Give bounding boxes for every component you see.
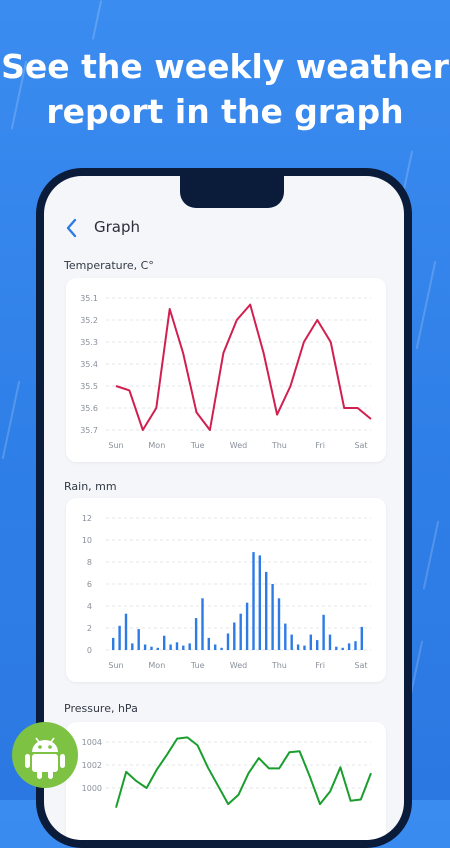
rain-bar [194, 618, 198, 650]
rain-bar [265, 571, 268, 650]
rain-bar [290, 634, 293, 650]
rain-chart: 12 10 8 6 4 2 0 Sun Mon Tue Wed Thu Fri Sat [82, 514, 371, 670]
rain-x-tick-label: Thu [271, 661, 287, 670]
temperature-y-tick-label: 35.4 [80, 360, 98, 369]
rain-bar [169, 644, 172, 650]
rain-y-tick-label: 6 [87, 580, 92, 589]
rain-bar [137, 629, 140, 650]
temperature-y-tick-label: 35.1 [80, 294, 98, 303]
rain-bar [156, 647, 159, 650]
rain-bar [341, 647, 344, 650]
rain-bar [214, 644, 217, 650]
rain-bar [328, 634, 332, 650]
rain-chart-label: Rain, mm [64, 480, 117, 493]
rain-bar [316, 640, 319, 650]
temperature-x-tick-label: Thu [271, 441, 287, 450]
rain-streak [422, 520, 440, 590]
rain-bar [150, 646, 153, 650]
temperature-y-tick-label: 35.2 [80, 316, 98, 325]
pressure-chart-label: Pressure, hPa [64, 702, 138, 715]
rain-bar [201, 598, 204, 650]
rain-bar [360, 626, 363, 650]
rain-bar [303, 645, 306, 650]
screen-title: Graph [94, 218, 141, 236]
pressure-y-tick-label: 1004 [82, 738, 102, 747]
rain-bar [124, 613, 128, 650]
rain-bar [118, 625, 121, 650]
android-badge [12, 722, 78, 788]
rain-y-tick-label: 4 [87, 602, 92, 611]
pressure-y-tick-label: 1002 [82, 761, 102, 770]
temperature-x-tick-label: Mon [148, 441, 165, 450]
rain-bar [163, 635, 166, 650]
temperature-x-tick-label: Tue [190, 441, 205, 450]
rain-chart-card: 12 10 8 6 4 2 0 Sun Mon Tue Wed Thu Fri Sat [66, 498, 386, 682]
rain-bar [271, 584, 274, 650]
pressure-series-line [115, 736, 372, 808]
temperature-x-tick-label: Sat [354, 441, 367, 450]
rain-bar [182, 645, 185, 650]
back-button[interactable] [62, 216, 82, 240]
phone-notch [180, 176, 284, 208]
rain-bar [284, 623, 287, 650]
rain-x-tick-label: Tue [190, 661, 205, 670]
temperature-y-tick-label: 35.5 [80, 382, 98, 391]
rain-streak [91, 0, 103, 40]
pressure-chart: 1004 1002 1000 [82, 736, 372, 808]
rain-bar [239, 613, 242, 650]
temperature-y-tick-label: 35.3 [80, 338, 98, 347]
headline-line-1: See the weekly weather [1, 47, 449, 86]
pressure-chart-card: 1004 1002 1000 [66, 722, 386, 840]
temperature-y-tick-label: 35.7 [80, 426, 98, 435]
rain-bar [143, 644, 147, 650]
rain-y-tick-label: 8 [87, 558, 92, 567]
headline: See the weekly weather report in the gra… [0, 44, 450, 134]
chevron-left-icon [66, 218, 77, 238]
rain-bar [207, 637, 210, 650]
rain-bar [112, 637, 115, 650]
rain-x-tick-label: Fri [315, 661, 325, 670]
rain-x-tick-label: Wed [230, 661, 247, 670]
temperature-y-tick-label: 35.6 [80, 404, 98, 413]
rain-bar [354, 641, 357, 650]
rain-bar [252, 552, 255, 650]
rain-y-tick-label: 0 [87, 646, 92, 655]
rain-streak [415, 260, 437, 350]
rain-bar [220, 647, 223, 650]
rain-bar [233, 622, 236, 650]
temperature-x-tick-label: Wed [230, 441, 247, 450]
rain-y-tick-label: 10 [82, 536, 92, 545]
rain-bar [322, 614, 325, 650]
rain-bar [309, 634, 312, 650]
rain-x-tick-label: Sat [354, 661, 367, 670]
rain-x-tick-label: Mon [148, 661, 165, 670]
temperature-chart: 35.1 35.2 35.3 35.4 35.5 35.6 35.7 Sun Mon Tue Wed… [80, 294, 372, 450]
temperature-series-line [115, 303, 372, 431]
rain-x-tick-label: Sun [108, 661, 123, 670]
rain-bar [258, 555, 261, 650]
temperature-chart-label: Temperature, C° [64, 259, 154, 272]
phone-screen: Graph Temperature, C° 35.1 35.2 35.3 35.4 35… [44, 176, 404, 840]
rain-bar [335, 646, 338, 650]
rain-streak [1, 380, 21, 460]
rain-bar [296, 644, 300, 650]
phone-frame: Graph Temperature, C° 35.1 35.2 35.3 35.4 35… [36, 168, 412, 848]
rain-bar [277, 598, 281, 650]
temperature-x-tick-label: Sun [108, 441, 123, 450]
android-icon [25, 737, 65, 779]
rain-bar [245, 602, 249, 650]
temperature-chart-card: 35.1 35.2 35.3 35.4 35.5 35.6 35.7 Sun Mon Tue Wed… [66, 278, 386, 462]
pressure-y-tick-label: 1000 [82, 784, 102, 793]
rain-bar [175, 642, 179, 650]
rain-bar [226, 633, 230, 650]
rain-y-tick-label: 12 [82, 514, 92, 523]
rain-bar [347, 643, 351, 650]
rain-bar [131, 643, 134, 650]
rain-y-tick-label: 2 [87, 624, 92, 633]
rain-bar [188, 643, 191, 650]
temperature-x-tick-label: Fri [315, 441, 325, 450]
headline-line-2: report in the graph [46, 92, 404, 131]
